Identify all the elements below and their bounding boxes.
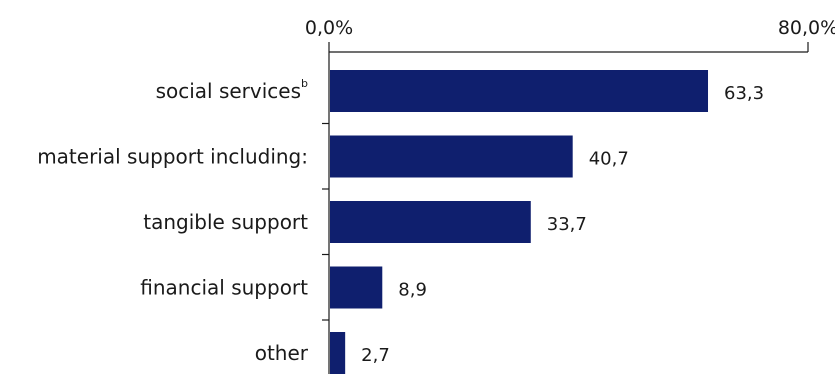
x-tick-labels: 0,0% 80,0% [305,17,835,39]
x-tick-label: 80,0% [778,17,835,39]
x-tick-label: 0,0% [305,17,353,39]
bar [330,332,346,374]
category-label: financial support [140,276,308,300]
value-label: 40,7 [589,149,629,170]
bar [330,70,709,112]
bar [330,266,383,309]
bar [330,135,573,178]
value-label: 2,7 [361,345,390,366]
category-label: other [255,341,309,365]
value-labels: 63,3 40,7 33,7 8,9 2,7 [361,83,764,366]
value-label: 33,7 [547,214,587,235]
axes [322,42,809,374]
category-label: tangible support [143,210,308,234]
value-label: 8,9 [398,280,427,301]
category-label: material support including: [37,145,308,169]
bars [330,70,709,374]
value-label: 63,3 [724,83,764,104]
category-labels: social servicesb material support includi… [37,77,309,365]
bar [330,201,531,243]
category-label: social servicesb [156,77,308,103]
